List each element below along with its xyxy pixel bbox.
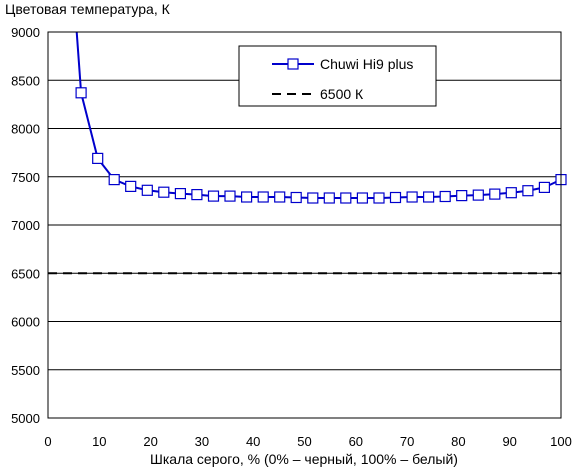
y-tick-label: 8500 [11,73,40,88]
plot-frame [47,31,562,419]
x-tick-label: 60 [349,434,363,449]
x-tick-label: 70 [400,434,414,449]
data-point [92,152,104,164]
x-tick-label: 0 [44,434,51,449]
x-tick-label: 80 [451,434,465,449]
y-tick-label: 5500 [11,363,40,378]
data-point [505,187,517,199]
data-point [207,190,220,202]
y-tick-label: 7000 [11,218,40,233]
legend: Chuwi Hi9 plus 6500 К [238,45,437,107]
gridlines [48,79,561,371]
data-point [141,184,153,196]
y-tick-label: 8000 [11,122,40,137]
data-point [323,192,335,204]
y-tick-label: 7500 [11,170,40,185]
data-point [340,192,352,204]
x-axis-title: Шкала серого, % (0% – черный, 100% – бел… [150,451,458,467]
data-point [456,190,468,202]
x-tick-label: 30 [195,434,209,449]
y-tick-label: 5000 [11,411,40,426]
data-point [489,188,501,200]
legend-label-2: 6500 К [320,86,364,102]
legend-label-1: Chuwi Hi9 plus [320,56,413,72]
data-point [191,189,203,201]
x-tick-label: 20 [143,434,157,449]
data-point [290,191,302,204]
x-tick-label: 90 [502,434,516,449]
data-point [356,192,368,204]
data-point [472,189,484,201]
data-point [423,191,435,203]
legend-swatch-marker-1 [287,58,299,70]
data-point [108,174,120,186]
y-tick-label: 6000 [11,315,40,330]
data-point [406,191,418,203]
data-point [125,180,137,192]
legend-box [238,45,437,107]
data-point [224,190,236,202]
y-tick-label: 6500 [11,266,40,281]
y-axis-title: Цветовая температура, К [5,1,171,17]
data-point [274,191,286,203]
x-tick-label: 40 [246,434,260,449]
data-point [389,191,402,204]
data-point [257,191,269,203]
data-point [174,188,186,200]
x-tick-label: 50 [297,434,311,449]
data-point [307,192,319,204]
data-point [158,186,170,198]
data-series [48,31,567,275]
data-point [538,181,551,193]
x-tick-labels: 0 10 20 30 40 50 60 70 80 90 100 [44,434,571,449]
y-tick-label: 9000 [11,25,40,40]
data-point [241,191,253,203]
data-point [522,185,534,197]
data-point [373,192,385,204]
data-point [439,190,451,203]
data-point [75,87,87,99]
y-tick-labels: 5000 5500 6000 6500 7000 7500 8000 8500 9000 [11,25,40,426]
x-tick-label: 10 [92,434,106,449]
x-tick-label: 100 [550,434,572,449]
